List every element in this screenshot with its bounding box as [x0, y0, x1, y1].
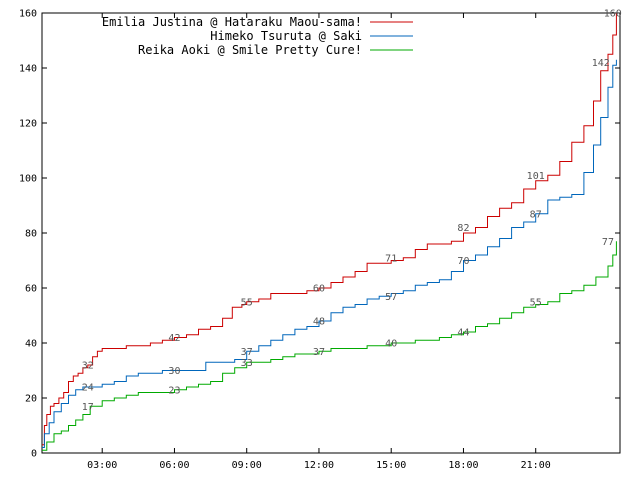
data-label: 82 — [457, 223, 469, 234]
data-label: 142 — [592, 58, 610, 69]
series-line-2 — [42, 241, 617, 451]
data-label: 40 — [385, 339, 397, 350]
plot-frame — [41, 12, 621, 454]
data-labels-layer: 32 42 55 60 71 82 101 142 160 24 30 37 48 57 70 87 17 23 3… — [82, 9, 622, 413]
x-tick-label: 06:00 — [159, 460, 189, 471]
data-label: 101 — [527, 171, 545, 182]
data-label: 44 — [457, 328, 469, 339]
data-label: 71 — [385, 253, 397, 264]
legend-label-2: Reika Aoki @ Smile Pretty Cure! — [138, 43, 362, 57]
legend-label-1: Himeko Tsuruta @ Saki — [210, 29, 362, 43]
series-line-1 — [42, 59, 617, 448]
y-tick-label: 100 — [19, 174, 37, 185]
data-label: 77 — [602, 237, 614, 248]
data-label: 32 — [82, 361, 94, 372]
series-line-0 — [42, 13, 617, 446]
data-label: 42 — [168, 333, 180, 344]
y-tick-label: 20 — [25, 394, 37, 405]
legend: Emilia Justina @ Hataraku Maou-sama!Hime… — [102, 15, 413, 57]
x-tick-label: 12:00 — [304, 460, 334, 471]
data-label: 160 — [604, 9, 622, 20]
data-label: 60 — [313, 284, 325, 295]
x-tick-label: 09:00 — [232, 460, 262, 471]
data-label: 57 — [385, 292, 397, 303]
data-label: 24 — [82, 383, 94, 394]
data-label: 48 — [313, 317, 325, 328]
y-tick-label: 40 — [25, 339, 37, 350]
data-label: 55 — [241, 297, 253, 308]
data-label: 30 — [168, 366, 180, 377]
data-label: 70 — [457, 256, 469, 267]
x-tick-label: 18:00 — [448, 460, 478, 471]
series-layer — [42, 13, 617, 451]
data-label: 55 — [530, 297, 542, 308]
y-tick-label: 0 — [31, 449, 37, 460]
data-label: 17 — [82, 402, 94, 413]
data-label: 37 — [313, 347, 325, 358]
x-tick-label: 21:00 — [521, 460, 551, 471]
y-tick-label: 120 — [19, 119, 37, 130]
data-label: 37 — [241, 347, 253, 358]
legend-label-0: Emilia Justina @ Hataraku Maou-sama! — [102, 15, 362, 29]
y-tick-label: 60 — [25, 284, 37, 295]
x-tick-label: 15:00 — [376, 460, 406, 471]
y-tick-label: 140 — [19, 64, 37, 75]
chart-axes: 0 20 40 60 80 100 120 140 160 03:00 06:00 09:00 12:0… — [19, 9, 621, 471]
y-tick-label: 160 — [19, 9, 37, 20]
y-tick-label: 80 — [25, 229, 37, 240]
data-label: 33 — [241, 358, 253, 369]
data-label: 23 — [168, 385, 180, 396]
data-label: 87 — [530, 209, 542, 220]
x-tick-label: 03:00 — [87, 460, 117, 471]
